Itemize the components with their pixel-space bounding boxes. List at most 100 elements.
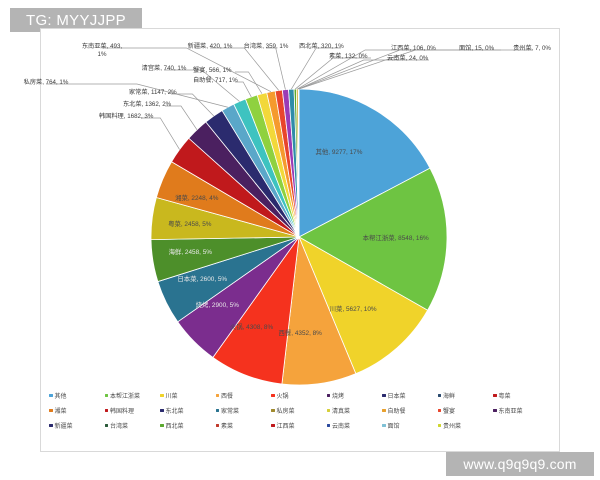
- pie-slice-label: 西餐, 4352, 8%: [278, 329, 322, 337]
- legend-label: 烧烤: [332, 394, 345, 400]
- legend-item[interactable]: 蟹宴: [437, 406, 494, 415]
- legend-label: 私房菜: [276, 409, 295, 415]
- pie-callout-label: 新疆菜, 420, 1%: [187, 43, 233, 50]
- legend-swatch-icon: [49, 408, 53, 413]
- legend-item[interactable]: 素菜: [215, 421, 272, 430]
- legend-item[interactable]: 新疆菜: [49, 421, 105, 430]
- legend-swatch-icon: [104, 393, 108, 398]
- legend-item[interactable]: 面馆: [382, 421, 438, 430]
- legend-item[interactable]: 火锅: [271, 391, 327, 400]
- legend-item[interactable]: 东北菜: [160, 406, 216, 415]
- legend-item[interactable]: 西北菜: [160, 421, 216, 430]
- pie-callout-label: 台湾菜, 359, 1%: [243, 43, 289, 50]
- callout-leader-line: [235, 71, 263, 94]
- pie-callout-label: 东北菜, 1362, 2%: [123, 101, 172, 108]
- legend-label: 新疆菜: [54, 424, 73, 430]
- legend-swatch-icon: [104, 408, 108, 413]
- legend-swatch-icon: [382, 393, 386, 398]
- legend-item[interactable]: 湘菜: [49, 406, 105, 415]
- legend-swatch-icon: [382, 408, 386, 413]
- pie-callout-label: 云南菜, 24, 0%: [387, 55, 429, 62]
- legend-label: 江西菜: [276, 424, 295, 430]
- pie-callout-label: 素菜, 132, 0%: [329, 53, 368, 60]
- legend-swatch-icon: [493, 393, 497, 398]
- legend-item[interactable]: 西餐: [215, 391, 272, 400]
- pie-callout-label: 贵州菜, 7, 0%: [513, 45, 551, 52]
- pie-slice-label: 火锅, 4308, 8%: [229, 324, 274, 332]
- legend-item[interactable]: 家常菜: [215, 406, 272, 415]
- callout-leader-line: [210, 47, 279, 91]
- legend-label: 云南菜: [332, 424, 351, 430]
- legend-label: 其他: [54, 394, 67, 400]
- legend-swatch-icon: [326, 393, 330, 398]
- legend-swatch-icon: [104, 423, 108, 428]
- legend-item[interactable]: 本帮江浙菜: [104, 391, 161, 400]
- callout-leader-line: [298, 59, 429, 90]
- legend-swatch-icon: [215, 423, 219, 428]
- pie-callout-label: 自助餐, 717, 1%: [193, 77, 238, 84]
- legend-swatch-icon: [326, 423, 330, 428]
- legend-label: 贵州菜: [443, 424, 462, 430]
- legend-item[interactable]: 云南菜: [326, 421, 383, 430]
- legend-swatch-icon: [160, 393, 164, 398]
- legend-label: 家常菜: [221, 409, 240, 415]
- legend-label: 韩国料理: [110, 409, 135, 415]
- legend-label: 火锅: [276, 394, 289, 400]
- pie-slice-label: 日本菜, 2600, 5%: [177, 276, 228, 284]
- pie-callout-label: 家常菜, 1147, 2%: [129, 89, 177, 96]
- legend-item[interactable]: 其他: [49, 391, 105, 400]
- legend-item[interactable]: 清真菜: [326, 406, 383, 415]
- legend-swatch-icon: [271, 423, 275, 428]
- callout-leader-line: [266, 47, 286, 90]
- legend-item[interactable]: 江西菜: [271, 421, 327, 430]
- legend-swatch-icon: [271, 393, 275, 398]
- legend-item[interactable]: 私房菜: [271, 406, 327, 415]
- pie-slice-label: 湘菜, 2248, 4%: [175, 194, 219, 202]
- legend-label: 蟹宴: [443, 409, 456, 415]
- callout-leader-line: [298, 49, 532, 90]
- legend-label: 西北菜: [165, 424, 184, 430]
- legend-item[interactable]: 自助餐: [382, 406, 438, 415]
- legend-label: 本帮江浙菜: [110, 394, 141, 400]
- legend-label: 素菜: [221, 424, 234, 430]
- pie-slice[interactable]: [298, 88, 431, 238]
- legend-label: 日本菜: [387, 394, 406, 400]
- callout-leader-line: [291, 47, 341, 90]
- legend-swatch-icon: [437, 393, 441, 398]
- pie-slice-label: 海鲜, 2458, 5%: [168, 248, 212, 256]
- pie-slice-label: 烧烤, 2900, 5%: [195, 301, 239, 309]
- pie-slice[interactable]: [298, 167, 448, 311]
- legend-label: 东北菜: [165, 409, 184, 415]
- legend-label: 海鲜: [443, 394, 456, 400]
- legend-item[interactable]: 川菜: [160, 391, 216, 400]
- pie-slice[interactable]: [298, 236, 429, 375]
- pie-slice-label: 本帮江浙菜, 8548, 16%: [362, 234, 429, 242]
- legend-swatch-icon: [382, 423, 386, 428]
- legend-item[interactable]: 东南亚菜: [493, 406, 549, 415]
- callout-leader-line: [46, 83, 228, 108]
- pie-callout-label: 韩国料理, 1682, 3%: [99, 113, 154, 120]
- legend-item[interactable]: 日本菜: [382, 391, 438, 400]
- legend-item[interactable]: 韩国料理: [104, 406, 161, 415]
- legend-item[interactable]: 贵州菜: [437, 421, 494, 430]
- pie-slice-label: 川菜, 5627, 10%: [329, 306, 377, 314]
- legend-label: 台湾菜: [110, 424, 129, 430]
- pie-callout-label: 清宫菜, 740, 1%: [141, 65, 187, 72]
- legend-swatch-icon: [49, 423, 53, 428]
- callout-leader-line: [294, 57, 371, 90]
- legend-label: 粤菜: [498, 394, 511, 400]
- callout-leader-line: [141, 117, 180, 150]
- legend-label: 面馆: [387, 424, 400, 430]
- legend-item[interactable]: 台湾菜: [104, 421, 161, 430]
- pie-callout-label: 面馆, 15, 0%: [459, 45, 495, 52]
- pie-chart-card: 其他, 9277, 17% 本帮江浙菜, 8548, 16% 川菜, 5627, 1…: [24, 28, 560, 452]
- legend-swatch-icon: [437, 408, 441, 413]
- legend-swatch-icon: [271, 408, 275, 413]
- pie-callout-label: 私房菜, 764, 1%: [23, 79, 69, 86]
- legend-item[interactable]: 粤菜: [493, 391, 549, 400]
- legend-swatch-icon: [437, 423, 441, 428]
- legend-label: 湘菜: [54, 409, 67, 415]
- legend-item[interactable]: 海鲜: [437, 391, 494, 400]
- pie-callout-label: 蟹宴, 566, 1%: [193, 67, 232, 74]
- legend-item[interactable]: 烧烤: [326, 391, 383, 400]
